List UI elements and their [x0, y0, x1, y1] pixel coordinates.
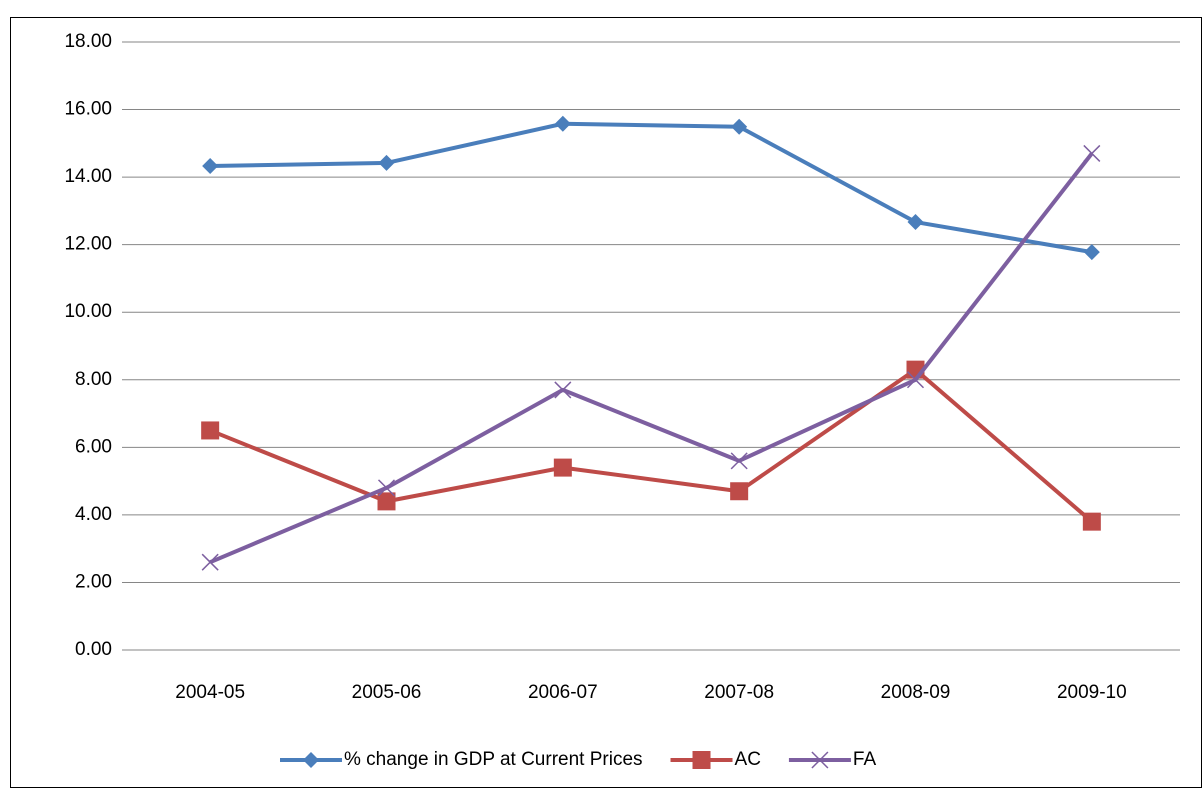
y-tick-label: 2.00: [75, 571, 112, 592]
data-point: [1083, 244, 1100, 261]
data-point: [377, 479, 396, 497]
legend-marker: [303, 752, 319, 768]
chart-border: [10, 17, 1202, 788]
data-point: [907, 214, 924, 231]
data-point: [201, 421, 220, 440]
data-point: [554, 115, 571, 132]
legend-label: AC: [735, 749, 761, 770]
y-tick-label: 4.00: [75, 504, 112, 525]
y-tick-label: 14.00: [64, 166, 112, 187]
data-point: [1082, 512, 1101, 531]
y-tick-label: 6.00: [75, 436, 112, 457]
data-point: [731, 118, 748, 135]
x-tick-label: 2005-06: [352, 682, 422, 703]
legend-label: FA: [853, 749, 877, 770]
data-point: [377, 492, 396, 511]
y-tick-label: 12.00: [64, 234, 112, 255]
x-tick-label: 2006-07: [528, 682, 598, 703]
y-tick-label: 8.00: [75, 369, 112, 390]
series-line: [209, 152, 1094, 565]
x-tick-label: 2009-10: [1057, 682, 1127, 703]
y-tick-label: 18.00: [64, 31, 112, 52]
data-point: [1083, 144, 1101, 162]
y-tick-label: 10.00: [64, 301, 112, 322]
data-point: [201, 553, 219, 571]
series-line: [210, 121, 1093, 255]
y-tick-label: 16.00: [64, 99, 112, 120]
x-tick-label: 2007-08: [704, 682, 774, 703]
data-point: [730, 482, 749, 501]
data-point: [906, 371, 925, 389]
data-point: [730, 452, 748, 470]
series-line: [209, 367, 1094, 524]
data-point: [554, 381, 572, 399]
x-tick-label: 2008-09: [881, 682, 951, 703]
y-tick-label: 0.00: [75, 639, 112, 660]
data-point: [202, 157, 219, 174]
legend-marker: [811, 751, 829, 769]
data-point: [378, 154, 395, 171]
data-point: [553, 458, 572, 477]
legend-label: % change in GDP at Current Prices: [344, 749, 643, 770]
legend-marker: [692, 751, 711, 769]
x-tick-label: 2004-05: [175, 682, 245, 703]
